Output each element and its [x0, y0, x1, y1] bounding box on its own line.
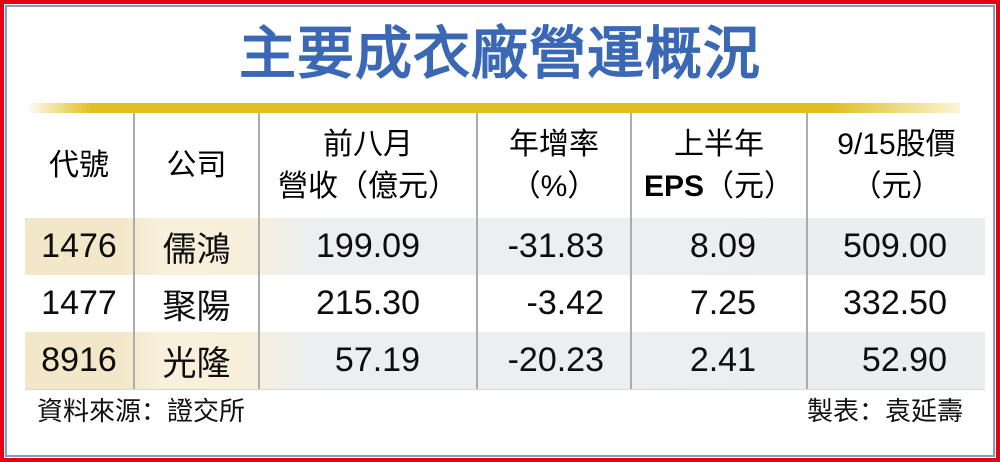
header-yoy: 年增率 （%）: [478, 113, 632, 218]
header-price: 9/15股價 （元）: [808, 113, 985, 218]
data-source-note: 資料來源：證交所: [37, 396, 246, 426]
table-footer: 資料來源：證交所 製表：袁延壽: [37, 393, 963, 429]
cell-company: 光隆: [135, 332, 260, 389]
cell-yoy: -31.83: [478, 218, 632, 275]
header-company-label: 公司: [166, 148, 227, 182]
header-eps-acronym: EPS: [643, 169, 705, 203]
gold-accent-band: [25, 103, 960, 113]
cell-company: 聚陽: [135, 275, 260, 332]
table-row: 1476 儒鴻 199.09 -31.83 8.09 509.00: [25, 218, 985, 275]
header-code: 代號: [25, 113, 135, 218]
cell-eps: 2.41: [632, 332, 808, 389]
table-row: 1477 聚陽 215.30 -3.42 7.25 332.50: [25, 275, 985, 332]
header-code-label: 代號: [49, 148, 109, 182]
header-yoy-line1: 年增率: [509, 127, 599, 161]
cell-eps: 8.09: [632, 218, 808, 275]
header-price-line2: （元）: [851, 169, 942, 203]
header-yoy-line2: （%）: [510, 169, 598, 203]
header-price-line1: 9/15股價: [837, 127, 956, 161]
cell-yoy: -3.42: [478, 275, 632, 332]
header-revenue-line1: 前八月: [323, 127, 413, 161]
cell-code: 8916: [25, 332, 135, 389]
header-revenue-line2: 營收（億元）: [278, 169, 458, 203]
header-eps-unit: （元）: [704, 169, 795, 203]
cell-code: 1476: [25, 218, 135, 275]
header-eps-line2: EPS（元）: [644, 166, 794, 208]
header-company: 公司: [135, 113, 260, 218]
cell-revenue: 57.19: [260, 332, 478, 389]
cell-price: 509.00: [843, 227, 947, 265]
cell-revenue: 215.30: [260, 275, 478, 332]
cell-company: 儒鴻: [135, 218, 260, 275]
cell-yoy: -20.23: [478, 332, 632, 389]
cell-price: 52.90: [861, 341, 947, 379]
header-revenue: 前八月 營收（億元）: [260, 113, 478, 218]
header-eps-line1: 上半年: [674, 127, 764, 161]
table-header-row: 代號 公司 前八月 營收（億元） 年增率 （%） 上半年 EPS（元） 9/15…: [25, 113, 985, 218]
credit-note: 製表：袁延壽: [806, 396, 963, 426]
cell-eps: 7.25: [632, 275, 808, 332]
cell-revenue: 199.09: [260, 218, 478, 275]
cell-code: 1477: [25, 275, 135, 332]
page-title: 主要成衣廠營運概況: [239, 22, 761, 86]
table-row: 8916 光隆 57.19 -20.23 2.41 52.90: [25, 332, 985, 389]
header-eps: 上半年 EPS（元）: [632, 113, 808, 218]
data-table: 代號 公司 前八月 營收（億元） 年增率 （%） 上半年 EPS（元） 9/15…: [25, 113, 985, 390]
cell-price: 332.50: [843, 284, 947, 322]
